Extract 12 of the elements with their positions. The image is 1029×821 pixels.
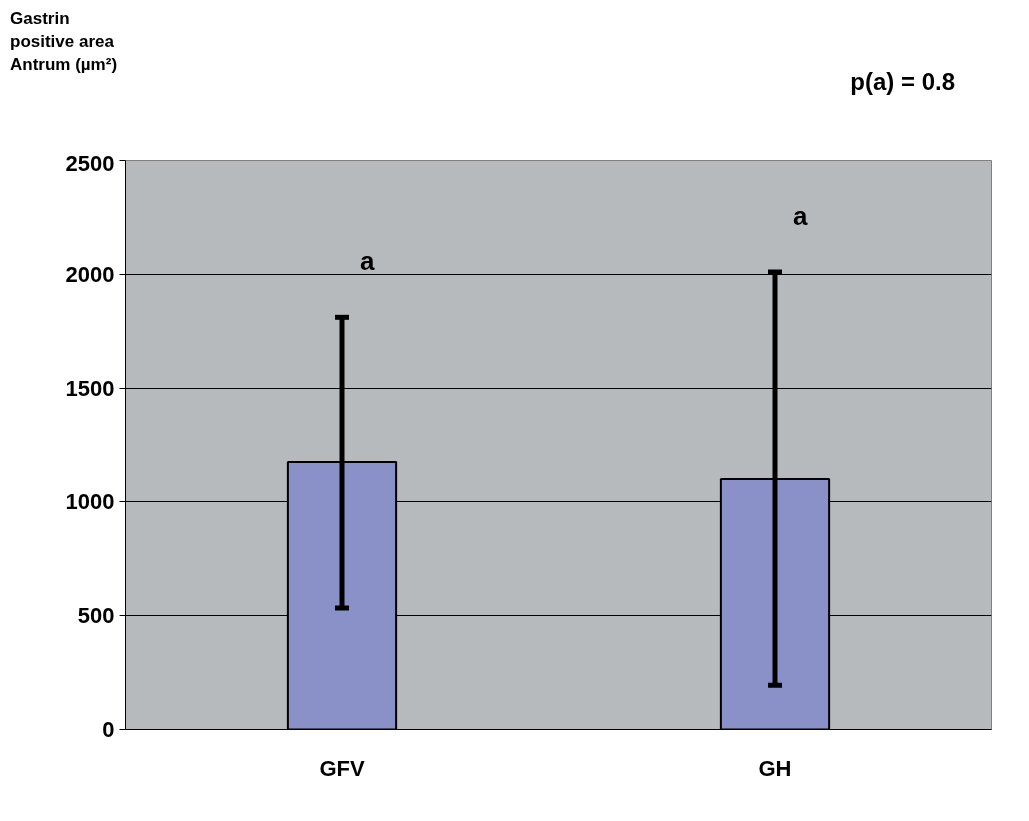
y-tick-label: 1000	[65, 489, 115, 515]
y-tick-label: 1500	[65, 375, 115, 401]
y-tick-label: 0	[102, 717, 115, 742]
y-tick-label: 2000	[65, 261, 115, 287]
text: p(a) = 0.8	[850, 68, 955, 96]
x-tick-label: GFV	[319, 755, 365, 781]
x-tick-label: GH	[758, 755, 792, 781]
y-axis-title: Gastrin positive area Antrum (µm²)	[10, 8, 118, 76]
y-tick-label: 2500	[65, 150, 115, 176]
annotation: a	[360, 246, 375, 277]
annotation: a	[793, 201, 808, 232]
y-tick-label: 500	[77, 603, 115, 629]
